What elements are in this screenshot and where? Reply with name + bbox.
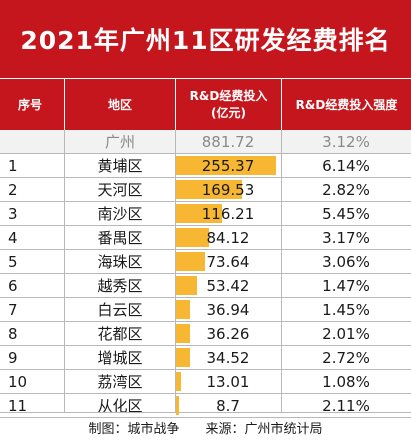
district-cell: 越秀区 bbox=[97, 277, 143, 295]
ratio-cell: 1.08% bbox=[322, 372, 370, 391]
header-divider bbox=[175, 79, 176, 131]
value-cell: 13.01 bbox=[206, 372, 250, 391]
chart-title: 2021年广州11区研发经费排名 bbox=[0, 0, 411, 78]
table-row: 7 白云区 36.94 1.45% bbox=[0, 298, 411, 322]
value-bar bbox=[176, 228, 209, 247]
table-header: 序号 地区 R&D经费投入 (亿元) R&D经费投入强度 bbox=[0, 78, 411, 131]
value-cell: 36.26 bbox=[206, 324, 250, 343]
value-bar bbox=[176, 300, 191, 319]
district-cell: 海珠区 bbox=[97, 253, 143, 271]
ratio-cell: 3.17% bbox=[322, 228, 370, 247]
table-row: 9 增城区 34.52 2.72% bbox=[0, 346, 411, 370]
header-value: R&D经费投入 (亿元) bbox=[176, 79, 281, 131]
rank-cell: 8 bbox=[8, 324, 18, 343]
value-bar bbox=[176, 204, 222, 223]
table-row: 3 南沙区 116.21 5.45% bbox=[0, 202, 411, 226]
value-cell: 84.12 bbox=[206, 228, 250, 247]
ratio-cell: 3.06% bbox=[322, 252, 370, 271]
value-cell: 255.37 bbox=[201, 156, 255, 175]
district-cell: 荔湾区 bbox=[97, 373, 143, 391]
rank-cell: 6 bbox=[8, 276, 18, 295]
header-ratio: R&D经费投入强度 bbox=[295, 97, 398, 112]
district-cell: 黄埔区 bbox=[97, 157, 143, 175]
table-row: 5 海珠区 73.64 3.06% bbox=[0, 250, 411, 274]
value-cell: 34.52 bbox=[206, 348, 250, 367]
value-bar bbox=[176, 348, 190, 367]
ratio-cell: 2.11% bbox=[322, 396, 370, 415]
district-cell: 增城区 bbox=[97, 349, 143, 367]
district-cell: 从化区 bbox=[97, 397, 143, 415]
header-divider bbox=[64, 79, 65, 131]
ratio-cell: 1.47% bbox=[322, 276, 370, 295]
ratio-cell: 2.72% bbox=[322, 348, 370, 367]
header-divider bbox=[281, 79, 282, 131]
summary-district: 广州 bbox=[104, 133, 135, 151]
table-row: 4 番禺区 84.12 3.17% bbox=[0, 226, 411, 250]
ratio-cell: 2.82% bbox=[322, 180, 370, 199]
value-cell: 169.53 bbox=[201, 180, 255, 199]
footer-maker: 制图：城市战争 bbox=[88, 421, 180, 437]
value-bar bbox=[176, 324, 191, 343]
table-row: 1 黄埔区 255.37 6.14% bbox=[0, 154, 411, 178]
column-divider bbox=[175, 130, 176, 412]
rank-cell: 9 bbox=[8, 348, 18, 367]
ratio-cell: 2.01% bbox=[322, 324, 370, 343]
value-cell: 8.7 bbox=[216, 396, 240, 415]
district-cell: 天河区 bbox=[97, 181, 143, 199]
column-divider bbox=[64, 130, 65, 412]
value-cell: 36.94 bbox=[206, 300, 250, 319]
header-value-line2: (亿元) bbox=[211, 106, 246, 120]
header-rank: 序号 bbox=[17, 97, 42, 112]
table-row: 11 从化区 8.7 2.11% bbox=[0, 394, 411, 418]
value-cell: 73.64 bbox=[206, 252, 250, 271]
summary-ratio: 3.12% bbox=[322, 132, 370, 151]
value-bar bbox=[176, 180, 243, 199]
table-row: 10 荔湾区 13.01 1.08% bbox=[0, 370, 411, 394]
district-cell: 花都区 bbox=[97, 325, 143, 343]
rank-cell: 5 bbox=[8, 252, 18, 271]
table-row: 6 越秀区 53.42 1.47% bbox=[0, 274, 411, 298]
rank-cell: 4 bbox=[8, 228, 18, 247]
summary-value: 881.72 bbox=[201, 132, 255, 151]
district-cell: 白云区 bbox=[97, 301, 143, 319]
ratio-cell: 1.45% bbox=[322, 300, 370, 319]
value-bar bbox=[176, 156, 276, 175]
rank-cell: 11 bbox=[8, 396, 28, 415]
header-value-line1: R&D经费投入 bbox=[189, 89, 268, 103]
rank-cell: 7 bbox=[8, 300, 18, 319]
footer-source: 来源：广州市统计局 bbox=[205, 421, 323, 437]
district-cell: 南沙区 bbox=[97, 205, 143, 223]
value-bar bbox=[176, 252, 205, 271]
column-divider bbox=[281, 130, 282, 412]
ratio-cell: 6.14% bbox=[322, 156, 370, 175]
value-bar bbox=[176, 372, 182, 391]
rank-cell: 2 bbox=[8, 180, 18, 199]
rank-cell: 1 bbox=[8, 156, 18, 175]
table-row: 8 花都区 36.26 2.01% bbox=[0, 322, 411, 346]
district-cell: 番禺区 bbox=[97, 229, 143, 247]
rank-cell: 3 bbox=[8, 204, 18, 223]
rank-cell: 10 bbox=[8, 372, 28, 391]
header-district: 地区 bbox=[107, 97, 132, 112]
value-bar bbox=[176, 276, 197, 295]
value-bar bbox=[176, 396, 180, 415]
value-cell: 116.21 bbox=[201, 204, 255, 223]
footer: 制图：城市战争 来源：广州市统计局 bbox=[0, 412, 411, 441]
value-cell: 53.42 bbox=[206, 276, 250, 295]
ratio-cell: 5.45% bbox=[322, 204, 370, 223]
table-row: 2 天河区 169.53 2.82% bbox=[0, 178, 411, 202]
summary-row: 广州 881.72 3.12% bbox=[0, 130, 411, 154]
